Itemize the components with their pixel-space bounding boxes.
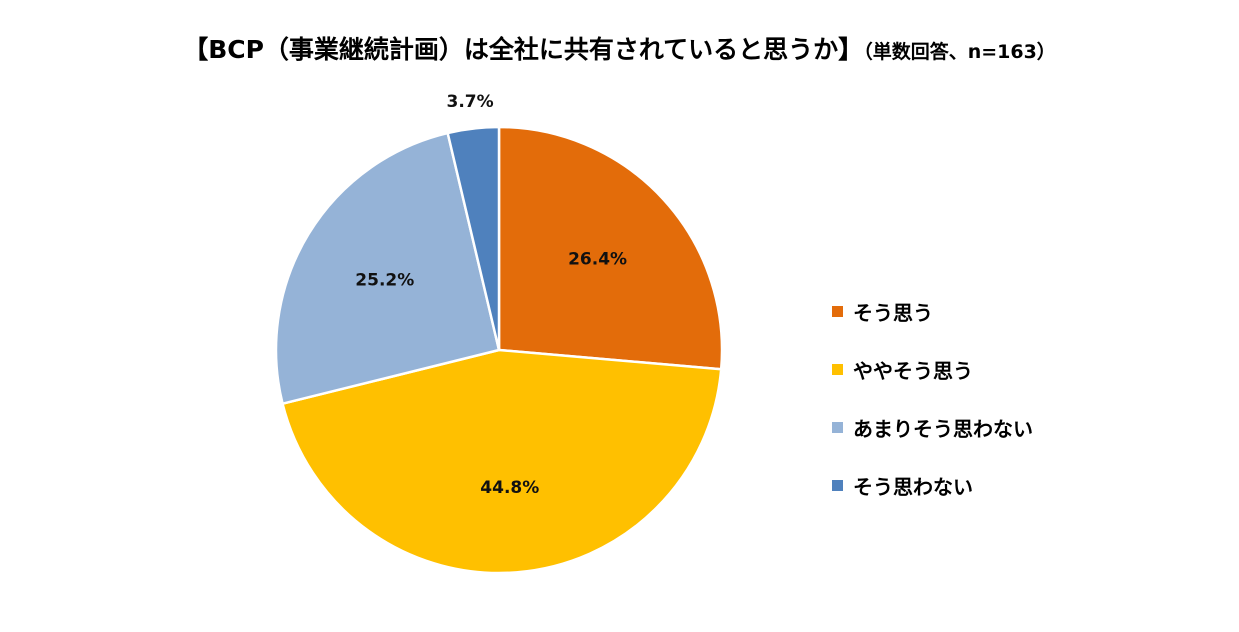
data-label: 26.4% bbox=[568, 250, 627, 270]
data-label: 3.7% bbox=[447, 92, 494, 112]
legend-label: ややそう思う bbox=[853, 358, 973, 383]
legend-label: そう思う bbox=[853, 300, 933, 325]
chart-title: 【BCP（事業継続計画）は全社に共有されていると思うか】 bbox=[183, 35, 864, 64]
pie-slice bbox=[497, 125, 724, 371]
pie-slice bbox=[274, 131, 501, 405]
legend-item: あまりそう思わない bbox=[832, 398, 1033, 456]
data-label: 44.8% bbox=[480, 478, 539, 498]
data-label: 25.2% bbox=[355, 270, 414, 290]
legend-item: そう思う bbox=[832, 282, 1033, 340]
chart-title-row: 【BCP（事業継続計画）は全社に共有されていると思うか】（単数回答、n=163） bbox=[0, 30, 1239, 66]
pie-slice bbox=[446, 125, 501, 352]
legend-swatch bbox=[832, 479, 843, 491]
pie-slice bbox=[281, 348, 723, 575]
legend: そう思う ややそう思う あまりそう思わない そう思わない bbox=[832, 282, 1033, 514]
legend-item: ややそう思う bbox=[832, 340, 1033, 398]
legend-label: そう思わない bbox=[853, 474, 973, 499]
legend-label: あまりそう思わない bbox=[853, 416, 1033, 441]
legend-swatch bbox=[832, 305, 843, 317]
legend-item: そう思わない bbox=[832, 456, 1033, 514]
legend-swatch bbox=[832, 421, 843, 433]
legend-swatch bbox=[832, 363, 843, 375]
chart-subtitle: （単数回答、n=163） bbox=[863, 41, 1056, 63]
